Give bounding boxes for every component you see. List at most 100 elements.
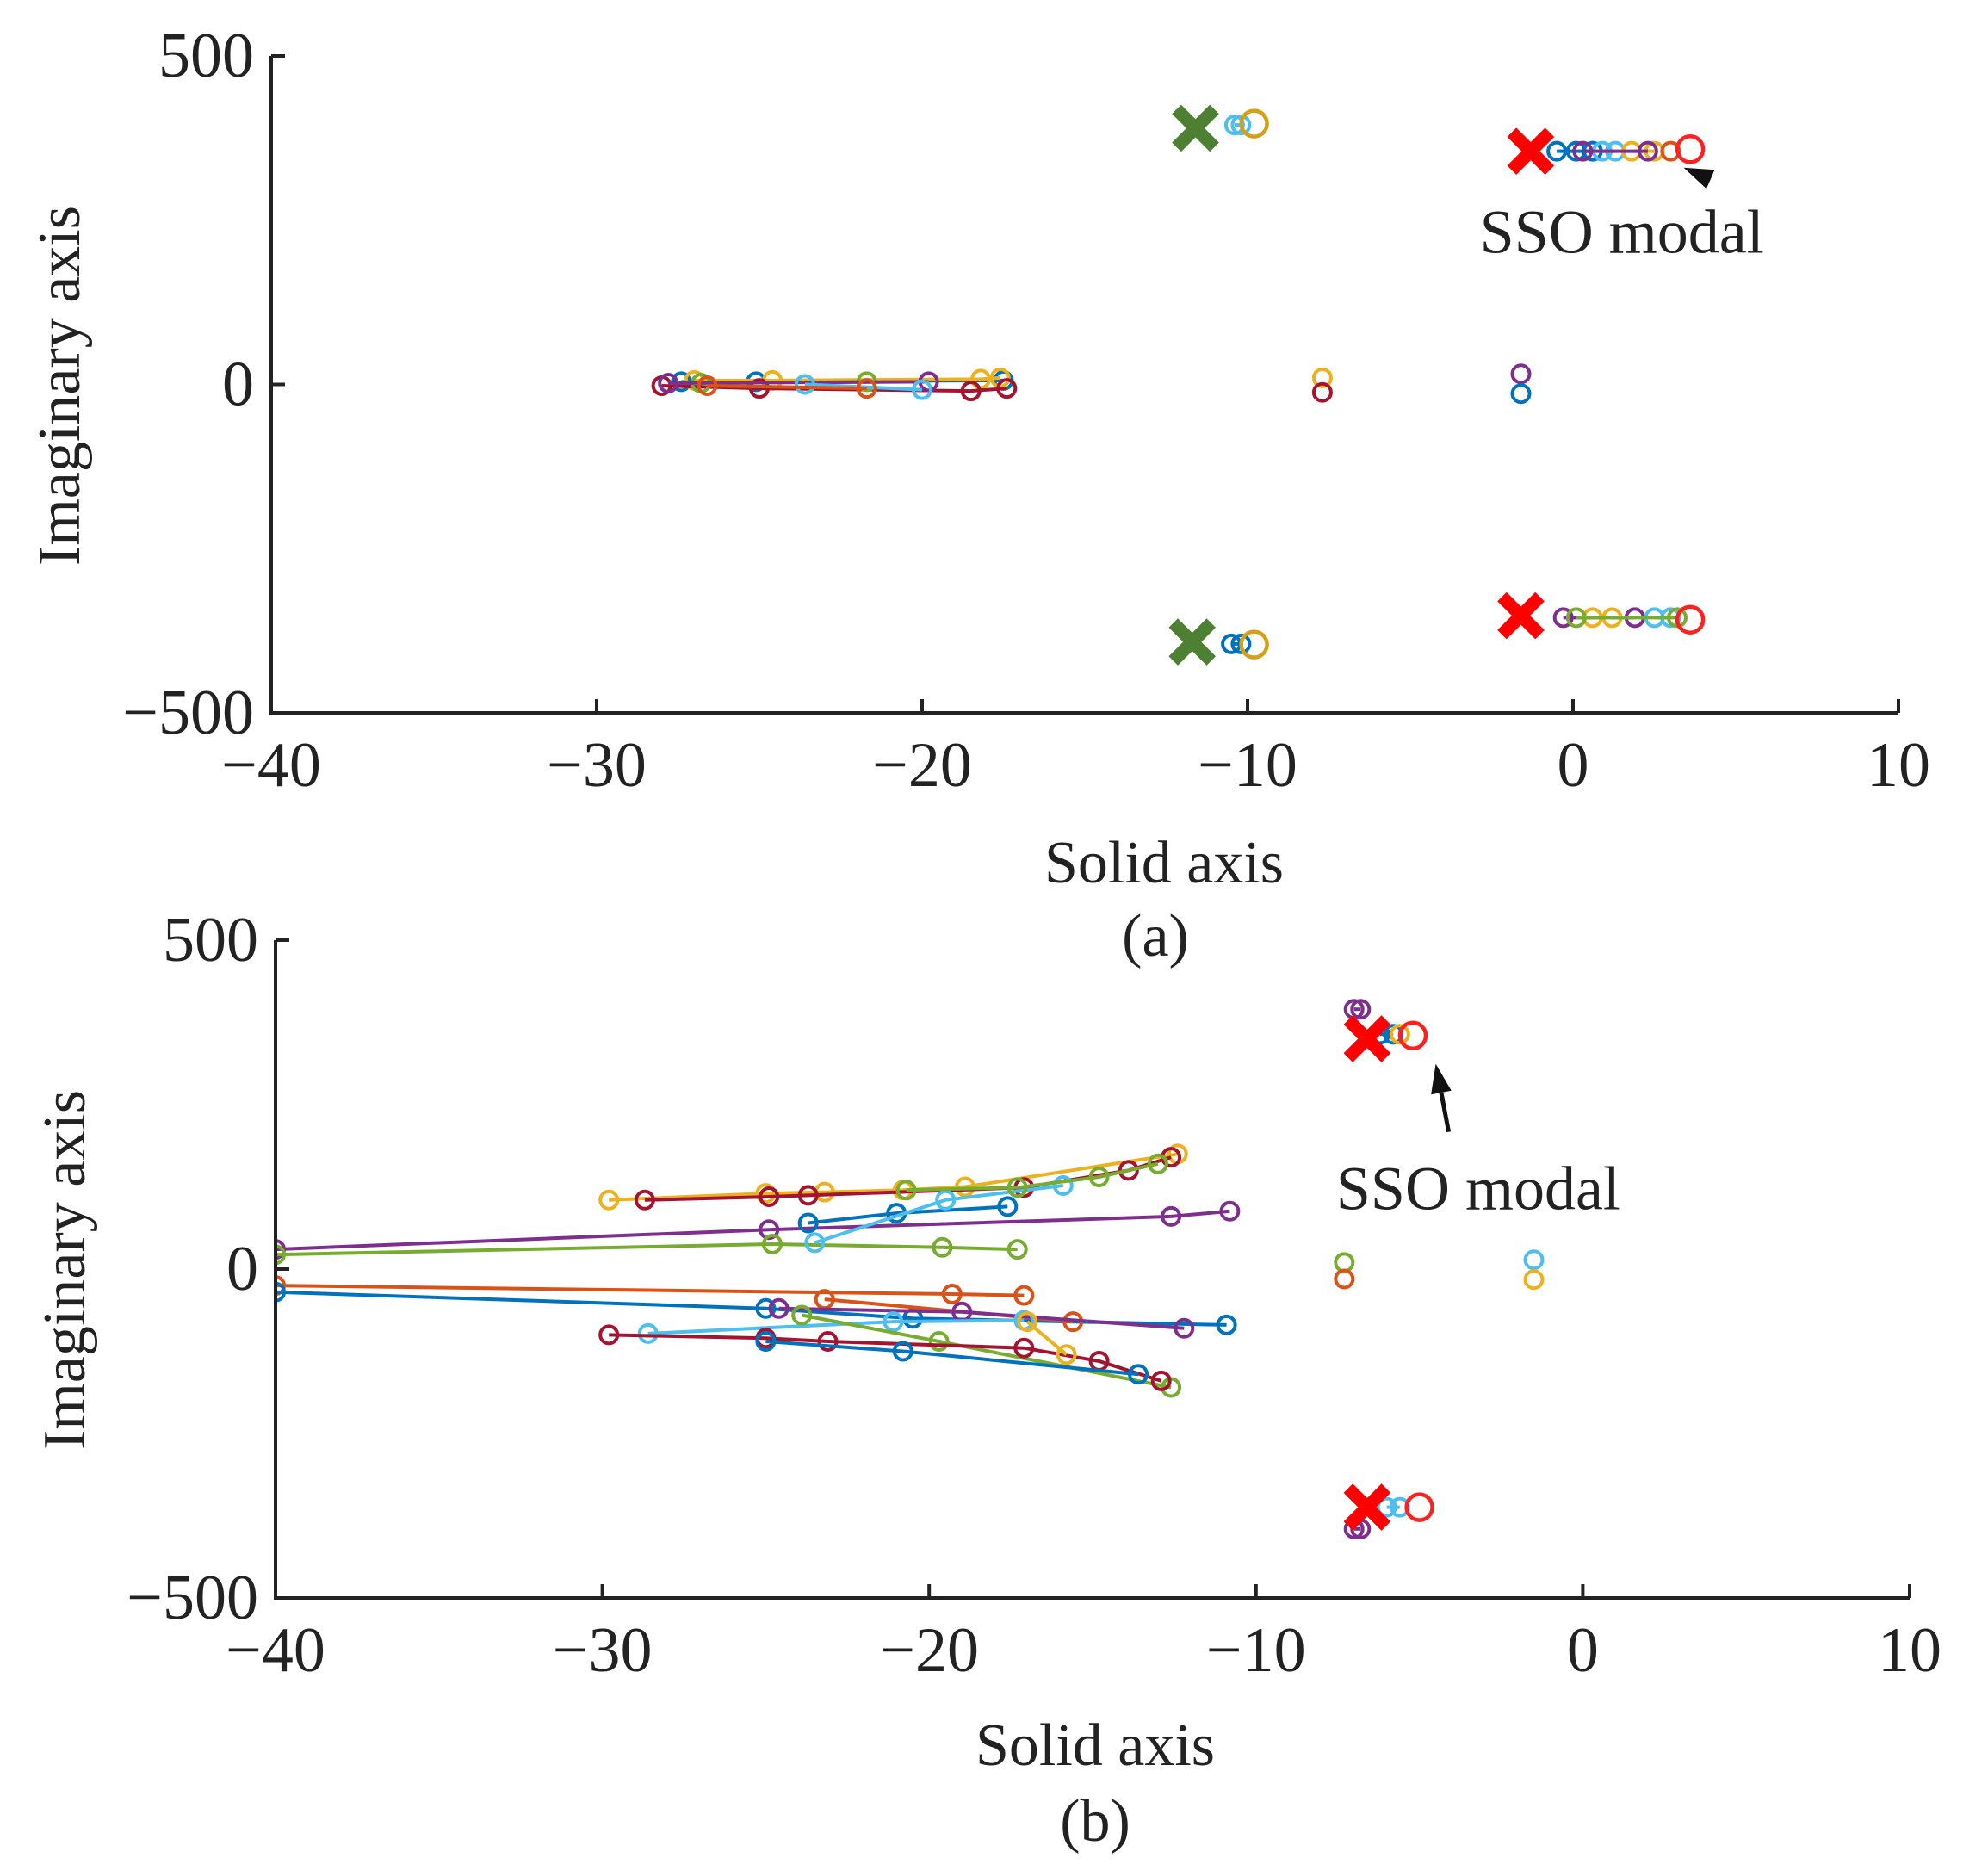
panel-b-ytick-label: 500 — [163, 905, 258, 975]
panel-b-data-point — [1056, 1344, 1077, 1365]
panel-a-series — [697, 375, 877, 399]
panel-b-ytick-label: −500 — [127, 1563, 258, 1633]
panel-a-data-point — [1675, 134, 1706, 164]
panel-a-xtick-label: 10 — [1867, 730, 1930, 801]
panel-b-series — [637, 1310, 1035, 1344]
panel-b-data-point — [997, 1196, 1019, 1217]
panel-a-xtick-label: −20 — [872, 730, 972, 801]
panel-a-series — [1565, 607, 1688, 629]
panel-a-data-point — [1637, 140, 1658, 162]
panel-b-data-point — [1523, 1269, 1545, 1291]
panel-a-data-point — [1565, 607, 1587, 629]
panel-b-series-line — [609, 1333, 1162, 1383]
panel-b-data-point — [935, 1189, 957, 1211]
panel-b-data-point — [1006, 1239, 1028, 1260]
panel-b-series-line — [609, 1152, 1179, 1202]
panel-b-data-point — [637, 1322, 659, 1344]
panel-b-label: (b) — [1060, 1788, 1130, 1855]
panel-b-data-point — [941, 1284, 963, 1304]
panel-b-data-point — [892, 1341, 913, 1362]
panel-a-data-point — [1510, 363, 1532, 385]
panel-b-data-point — [895, 1180, 917, 1201]
panel-b-data-point — [883, 1311, 904, 1333]
panel-a-marks — [651, 104, 1706, 666]
panel-b-annotation-text: SSO modal — [1336, 1155, 1620, 1223]
panel-a-data-point — [1239, 108, 1269, 139]
panel-b-data-point — [634, 1189, 655, 1211]
panel-b-series — [1343, 999, 1372, 1020]
panel-a-data-point — [658, 373, 679, 393]
panel-a-data-point — [697, 375, 718, 396]
panel-a-series-line — [707, 384, 867, 391]
panel-b-xlabel: Solid axis — [975, 1712, 1215, 1779]
panel-a-series — [1223, 115, 1252, 136]
panel-b-data-point — [797, 1185, 819, 1206]
panel-b-data-point — [755, 1183, 777, 1204]
panel-b-xtick-label: 10 — [1878, 1615, 1942, 1686]
panel-b-series — [1404, 1492, 1434, 1522]
panel-b-data-point — [1350, 999, 1372, 1020]
panel-a-ticks: −40 −30 −20 −10 0 10 −500 0 500 — [122, 21, 1930, 801]
panel-a-data-point — [1510, 383, 1532, 405]
panel-b-data-point — [1397, 1020, 1428, 1051]
panel-b-series-line — [765, 1340, 1139, 1377]
panel-a-data-point — [1675, 604, 1706, 635]
panel-a-start-cross — [1168, 618, 1217, 666]
panel-b-series-line — [276, 1242, 1018, 1257]
panel-b-data-point — [759, 1219, 780, 1241]
panel-b-series — [276, 1200, 1241, 1260]
panel-a-data-point — [794, 374, 815, 395]
panel-a-series-line — [694, 375, 1000, 382]
panel-a-chart: −40 −30 −20 −10 0 10 −500 0 500 Solid axis Imagi… — [27, 21, 1930, 969]
panel-b-data-point — [768, 1297, 790, 1319]
panel-a-data-point — [912, 379, 932, 400]
panel-b-series-line — [808, 1204, 1008, 1225]
panel-a-ylabel: Imaginary axis — [27, 206, 93, 566]
panel-a-annotation-arrowhead — [1683, 167, 1715, 189]
panel-b-data-point — [1128, 1364, 1149, 1385]
panel-b-data-point — [276, 1281, 286, 1303]
panel-b-data-point — [762, 1234, 783, 1254]
panel-a-series — [1510, 363, 1532, 385]
panel-a-series-line — [668, 380, 929, 385]
panel-b-series — [895, 1153, 1168, 1201]
panel-b-data-point — [1404, 1492, 1434, 1522]
panel-a-data-point — [856, 378, 877, 399]
panel-b-series-line — [276, 1209, 1230, 1252]
panel-b-series — [1523, 1269, 1545, 1291]
panel-b-data-point — [804, 1232, 826, 1254]
panel-b-xtick-label: −10 — [1206, 1615, 1306, 1686]
panel-a-series — [1572, 140, 1658, 162]
panel-b-data-point — [1334, 1268, 1355, 1290]
panel-a-series — [1221, 633, 1252, 654]
panel-a-xtick-label: −10 — [1198, 730, 1297, 801]
panel-b-data-point — [1334, 1252, 1355, 1273]
panel-b-series — [598, 1324, 1172, 1391]
panel-a-series — [1239, 629, 1269, 660]
panel-b-series-line — [778, 1306, 1185, 1330]
panel-b-data-point — [1147, 1153, 1168, 1174]
panel-b-data-point — [817, 1331, 839, 1352]
panel-b-data-point — [598, 1189, 620, 1211]
panel-b-series-line — [276, 1284, 1025, 1297]
panel-b-cross-mark — [1343, 1483, 1391, 1531]
panel-a-ytick-label: 500 — [158, 21, 254, 91]
panel-b-start-cross — [1343, 1483, 1391, 1531]
panel-a-cross-mark — [1172, 104, 1219, 152]
panel-a-data-point — [1546, 140, 1568, 162]
panel-b-data-point — [755, 1297, 777, 1319]
panel-b-data-point — [1150, 1370, 1172, 1391]
panel-a-xtick-label: −30 — [547, 730, 647, 801]
panel-a-ytick-label: 0 — [222, 350, 254, 420]
panel-a-start-cross — [1507, 127, 1555, 175]
panel-a-data-point — [1552, 607, 1574, 629]
panel-b-cross-mark — [1343, 1015, 1391, 1062]
panel-b-annotation-arrowhead — [1431, 1063, 1452, 1095]
panel-b-ytick-label: 0 — [226, 1234, 258, 1304]
panel-b-xtick-label: −30 — [553, 1615, 653, 1686]
panel-a-data-point — [1311, 367, 1333, 388]
panel-b-start-cross — [1343, 1015, 1391, 1062]
panel-a-ytick-label: −500 — [122, 678, 254, 748]
panel-a-series — [1311, 381, 1333, 403]
panel-a-xtick-label: −40 — [221, 730, 321, 801]
